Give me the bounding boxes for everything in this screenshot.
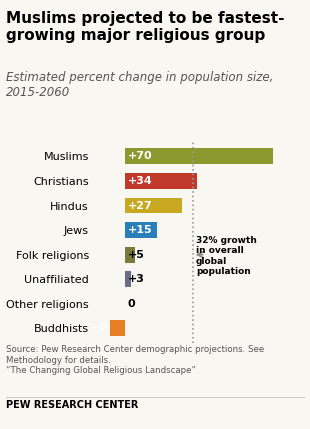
Text: +70: +70 [128,151,153,161]
Bar [125,148,273,164]
Bar [125,271,131,287]
Text: −7: −7 [91,323,108,333]
Bar [125,197,182,214]
Text: 32% growth
in overall
global
population: 32% growth in overall global population [196,236,257,276]
Text: +34: +34 [128,176,153,186]
Text: Muslims projected to be fastest-
growing major religious group: Muslims projected to be fastest- growing… [6,11,285,43]
Text: PEW RESEARCH CENTER: PEW RESEARCH CENTER [6,400,139,410]
Bar [125,222,157,238]
Text: Estimated percent change in population size,
2015-2060: Estimated percent change in population s… [6,71,273,99]
Text: +15: +15 [128,225,153,235]
Bar [110,320,125,336]
Text: +27: +27 [128,200,153,211]
Bar [125,247,135,263]
Text: Source: Pew Research Center demographic projections. See
Methodology for details: Source: Pew Research Center demographic … [6,345,264,375]
Bar [125,173,197,189]
Text: +3: +3 [128,274,145,284]
Text: +5: +5 [128,250,145,260]
Text: 0: 0 [128,299,135,309]
